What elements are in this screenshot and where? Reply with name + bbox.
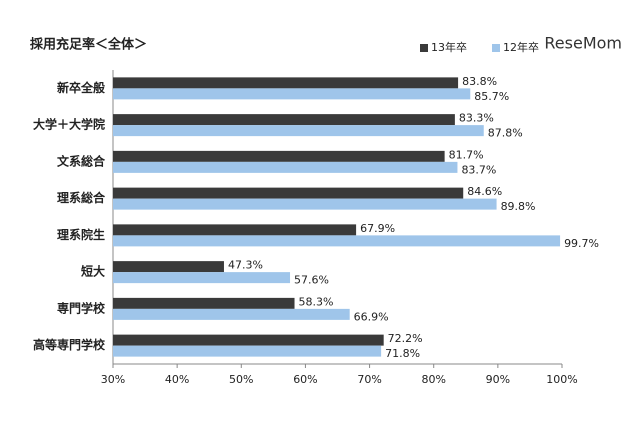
legend-swatch [420,44,428,52]
value-label: 47.3% [228,259,263,272]
x-tick-label: 50% [229,373,253,386]
legend-label: 13年卒 [431,40,467,54]
value-label: 66.9% [354,310,389,323]
bar [113,272,291,284]
watermark: ReseMom [544,34,622,53]
bar [113,334,384,346]
bar [113,261,224,273]
bar [113,125,484,137]
y-tick-label: 専門学校 [57,300,106,315]
value-label: 58.3% [299,295,334,308]
bar [113,150,445,162]
y-tick-label: 短大 [81,264,105,279]
y-tick-label: 高等専門学校 [33,337,106,352]
bar [113,77,459,89]
x-tick-label: 40% [165,373,189,386]
value-label: 72.2% [388,332,423,345]
bar [113,161,458,173]
bar [113,308,350,320]
x-tick-label: 90% [486,373,510,386]
x-tick-label: 60% [293,373,317,386]
bar [113,235,561,247]
value-label: 71.8% [385,347,420,360]
value-label: 89.8% [501,200,536,213]
value-label: 84.6% [467,185,502,198]
legend-label: 12年卒 [503,40,539,54]
bar [113,187,464,199]
value-label: 83.3% [459,112,494,125]
legend-swatch [492,44,500,52]
bar [113,114,455,126]
x-tick-label: 30% [101,373,125,386]
value-label: 67.9% [360,222,395,235]
y-tick-label: 大学＋大学院 [33,117,105,132]
value-label: 83.7% [461,163,496,176]
value-label: 81.7% [449,148,484,161]
value-label: 99.7% [564,237,599,250]
y-tick-label: 新卒全般 [57,80,105,95]
bar [113,297,295,309]
value-label: 85.7% [474,90,509,103]
value-label: 83.8% [462,75,497,88]
bar [113,345,382,357]
y-tick-label: 理系院生 [57,227,105,242]
chart-title: 採用充足率＜全体＞ [30,37,147,53]
y-tick-label: 文系総合 [57,153,106,168]
bar [113,198,497,210]
y-tick-label: 理系総合 [57,190,106,205]
bar [113,224,357,236]
x-tick-label: 70% [357,373,381,386]
value-label: 57.6% [294,274,329,287]
x-tick-label: 100% [546,373,577,386]
bar [113,88,471,100]
value-label: 87.8% [488,127,523,140]
x-tick-label: 80% [421,373,445,386]
